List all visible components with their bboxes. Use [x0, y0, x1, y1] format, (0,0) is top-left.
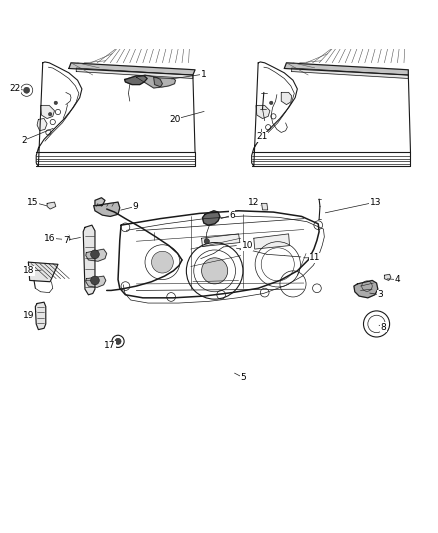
Polygon shape [86, 276, 106, 287]
Polygon shape [154, 78, 176, 87]
Text: 1: 1 [201, 70, 207, 79]
Polygon shape [62, 235, 70, 243]
Polygon shape [385, 274, 391, 280]
Polygon shape [94, 202, 120, 216]
Polygon shape [28, 262, 58, 282]
Circle shape [269, 101, 273, 104]
Polygon shape [76, 68, 193, 78]
Polygon shape [354, 280, 378, 298]
Circle shape [48, 112, 52, 116]
Text: 11: 11 [309, 253, 321, 262]
Polygon shape [35, 302, 46, 329]
Text: 10: 10 [241, 241, 253, 250]
Text: 20: 20 [169, 115, 180, 124]
Circle shape [54, 101, 57, 104]
Polygon shape [95, 198, 105, 206]
Polygon shape [261, 204, 268, 210]
Polygon shape [281, 92, 292, 104]
Circle shape [91, 276, 99, 285]
Polygon shape [254, 234, 290, 249]
Circle shape [152, 251, 173, 273]
Polygon shape [136, 75, 162, 88]
Text: 13: 13 [370, 198, 381, 207]
Polygon shape [292, 68, 408, 78]
Polygon shape [202, 211, 220, 225]
Text: 19: 19 [23, 311, 34, 320]
Circle shape [201, 258, 228, 284]
Text: 17: 17 [103, 341, 115, 350]
Polygon shape [256, 106, 270, 118]
Polygon shape [69, 63, 195, 75]
Text: 6: 6 [229, 211, 235, 220]
Text: 22: 22 [10, 84, 21, 93]
Polygon shape [41, 106, 54, 118]
Text: 9: 9 [133, 202, 138, 211]
Polygon shape [124, 76, 147, 85]
Text: 16: 16 [44, 233, 56, 243]
Text: 3: 3 [377, 290, 383, 300]
Circle shape [204, 239, 209, 244]
Text: 12: 12 [248, 198, 259, 207]
Polygon shape [284, 63, 408, 75]
Text: 2: 2 [21, 136, 27, 145]
Text: 5: 5 [240, 373, 246, 382]
Polygon shape [37, 118, 47, 131]
Circle shape [115, 338, 121, 344]
Text: 18: 18 [23, 266, 34, 276]
Circle shape [24, 87, 30, 93]
Polygon shape [201, 234, 240, 246]
Text: 8: 8 [381, 323, 386, 332]
Text: 15: 15 [27, 198, 39, 207]
Polygon shape [47, 202, 56, 209]
Text: 4: 4 [395, 275, 400, 284]
Polygon shape [83, 225, 95, 295]
Text: 21: 21 [256, 132, 267, 141]
Text: 7: 7 [63, 236, 69, 245]
Polygon shape [86, 249, 107, 261]
Circle shape [91, 250, 99, 259]
